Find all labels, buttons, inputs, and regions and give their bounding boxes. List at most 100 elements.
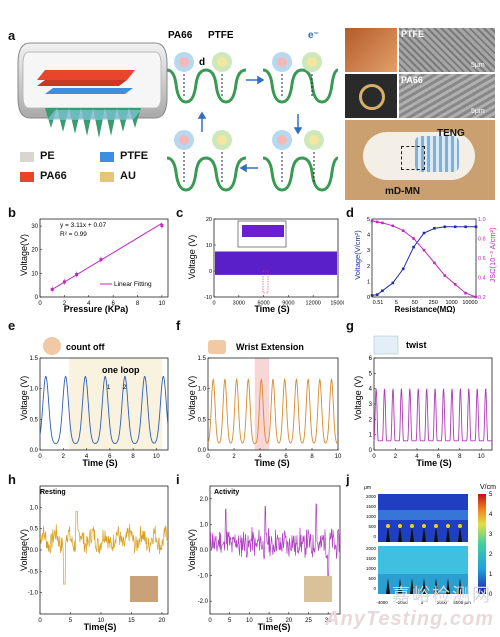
watermark-anytesting: AnyTesting.com bbox=[325, 608, 494, 630]
chart-f-xlabel: Time (S) bbox=[254, 458, 289, 468]
chart-h-trace bbox=[39, 511, 169, 585]
chart-b-ytick-label-1: 10 bbox=[31, 271, 38, 277]
chart-d-series-2-point bbox=[412, 237, 415, 240]
chart-d-series-1-point bbox=[370, 294, 374, 297]
field-needle-bottom bbox=[386, 578, 390, 594]
field-needle-bottom bbox=[446, 578, 450, 594]
chart-b-xtick-label-0: 0 bbox=[38, 301, 42, 307]
chart-h-xtick-label-1: 5 bbox=[69, 618, 73, 624]
field-hotspot bbox=[458, 524, 462, 528]
chart-b-voltage-vs-pressure: 0 2 4 6 8 10 0 10 20 30 Pressure (KPa) Voltage(V)… bbox=[19, 218, 169, 314]
chart-d-series-2-point bbox=[370, 219, 374, 223]
chart-j-ytick-bottom-2: 1000 bbox=[366, 566, 377, 571]
chart-f-xtick-label-1: 2 bbox=[232, 454, 236, 460]
field-hotspot bbox=[410, 524, 414, 528]
chart-b-point bbox=[62, 280, 66, 284]
chart-d-xtick-label-0: 0.51 bbox=[373, 300, 384, 306]
chart-d-xtick-label-5: 10000 bbox=[462, 300, 477, 306]
chart-e-annotation-count-off: count off bbox=[66, 342, 105, 352]
chart-d-xtick-label-3: 250 bbox=[429, 300, 438, 306]
teng-mechanism-cycle: PA66 PTFE d e⁻ bbox=[166, 30, 339, 192]
device-photo-pa66 bbox=[345, 74, 397, 118]
resting-rat-photo bbox=[130, 576, 158, 602]
chart-d-series-2-point bbox=[375, 220, 379, 224]
chart-f-annotation: Wrist Extension bbox=[236, 342, 304, 352]
rat-photo bbox=[345, 120, 495, 200]
panel-label-c: c bbox=[176, 205, 184, 220]
chart-i-xlabel: Time(S) bbox=[258, 622, 291, 632]
chart-j-ytick-bottom-0: 2000 bbox=[366, 546, 377, 551]
chart-i-ytick-label-4: 2.0 bbox=[200, 497, 209, 503]
chart-i-xtick-label-0: 0 bbox=[208, 618, 212, 624]
chart-d-ytick2-label-3: 0.8 bbox=[478, 237, 486, 243]
chart-d-series-1-point bbox=[391, 281, 395, 285]
chart-g-ytick-label-5: 5 bbox=[369, 371, 373, 377]
chart-g-ytick-label-4: 4 bbox=[369, 387, 373, 393]
chart-e-xtick-label-1: 2 bbox=[62, 454, 66, 460]
chart-d-plot-frame bbox=[371, 218, 477, 298]
chart-f-ylabel: Voltage (V) bbox=[187, 376, 197, 421]
chart-j-ytick-top-0: 2000 bbox=[366, 494, 377, 499]
chart-c-ytick-label-2: 10 bbox=[206, 243, 212, 249]
chart-h-ytick-label-2: 0.0 bbox=[30, 548, 39, 554]
chart-h-ytick-label-4: 1.0 bbox=[30, 505, 39, 511]
chart-e-marker-2: 2 bbox=[123, 385, 127, 391]
chart-f-ytick-label-0: 0.0 bbox=[198, 448, 207, 454]
colorbar-tick-2: 2 bbox=[489, 552, 493, 558]
field-needle-bottom bbox=[398, 578, 402, 594]
field-hotspot bbox=[422, 524, 426, 528]
chart-d-ytick-label-0: 0 bbox=[367, 295, 370, 301]
chart-d-series-2-point bbox=[401, 229, 405, 232]
field-needle-top bbox=[410, 526, 414, 542]
chart-g-xtick-label-4: 8 bbox=[458, 454, 462, 460]
chart-c-xtick-label-5: 15000 bbox=[330, 301, 344, 307]
chart-j-xtick-4: 4000 μm bbox=[453, 600, 471, 605]
panel-label-i: i bbox=[176, 472, 180, 487]
chart-h-xtick-label-4: 20 bbox=[159, 618, 166, 624]
chart-i-xtick-label-4: 20 bbox=[285, 618, 292, 624]
chart-h-annotation: Resting bbox=[40, 489, 66, 496]
chart-b-equation: y = 3.11x + 0.07 bbox=[60, 222, 107, 229]
chart-h-ytick-label-1: -0.5 bbox=[28, 569, 39, 575]
chart-d-series-1-point bbox=[412, 245, 415, 249]
chart-i-xtick-label-3: 15 bbox=[266, 618, 273, 624]
chart-d-series-2-point bbox=[453, 283, 457, 286]
chart-i-voltage-activity: 0 5 10 15 20 25 30 -2.0 -1.0 0.0 1.0 2.0 Activity T… bbox=[187, 485, 341, 632]
chart-e-shade-0 bbox=[69, 358, 163, 450]
chart-g-xtick-label-1: 2 bbox=[394, 454, 398, 460]
mechanism-state-3 bbox=[166, 130, 247, 192]
chart-f-plot-frame bbox=[207, 357, 339, 451]
chart-f-ytick-label-2: 1.0 bbox=[198, 387, 207, 393]
sem-label-ptfe: PTFE bbox=[401, 29, 425, 39]
chart-e-ytick-label-3: 1.5 bbox=[30, 356, 39, 362]
field-needle-top bbox=[458, 526, 462, 542]
chart-d-series-2-point bbox=[433, 261, 436, 265]
chart-g-xtick-label-5: 10 bbox=[478, 454, 485, 460]
scale-bar-2: 5μm bbox=[471, 108, 485, 115]
chart-d-voltage-current-vs-resistance: 0.51 5 50 250 1000 10000 0 1 2 3 4 5 0.2 0.4 0.6 0.8 1.0… bbox=[353, 217, 497, 314]
chart-i-xtick-label-2: 10 bbox=[246, 618, 253, 624]
chart-d-series-2-point bbox=[381, 221, 384, 225]
mechanism-state-2 bbox=[262, 52, 339, 104]
chart-g-ytick-label-3: 3 bbox=[369, 402, 373, 408]
chart-b-ytick-label-2: 20 bbox=[31, 248, 38, 254]
chart-j-ytick-top-3: 500 bbox=[368, 524, 376, 529]
chart-b-fit-line bbox=[51, 222, 163, 290]
chart-b-xtick-label-2: 4 bbox=[87, 301, 91, 307]
chart-c-ytick-label-0: -10 bbox=[204, 295, 212, 301]
chart-f-xtick-label-5: 10 bbox=[335, 454, 342, 460]
chart-c-ytick-label-3: 20 bbox=[206, 217, 212, 223]
chart-e-trace bbox=[39, 375, 169, 444]
legend-label-pe: PE bbox=[40, 150, 55, 162]
chart-i-ytick-label-0: -2.0 bbox=[198, 599, 209, 605]
panel-label-e: e bbox=[8, 318, 16, 333]
chart-c-zoom-box bbox=[262, 270, 269, 294]
chart-g-xlabel: Time (S) bbox=[416, 458, 451, 468]
chart-g-xtick-label-2: 4 bbox=[415, 454, 419, 460]
chart-f-xtick-label-2: 4 bbox=[258, 454, 262, 460]
chart-b-plot-frame bbox=[39, 218, 169, 298]
panel-label-d: d bbox=[346, 205, 354, 220]
chart-c-xtick-label-4: 12000 bbox=[306, 301, 321, 307]
mech-label-d: d bbox=[199, 57, 205, 68]
chart-d-ytick2-label-4: 1.0 bbox=[478, 217, 486, 223]
